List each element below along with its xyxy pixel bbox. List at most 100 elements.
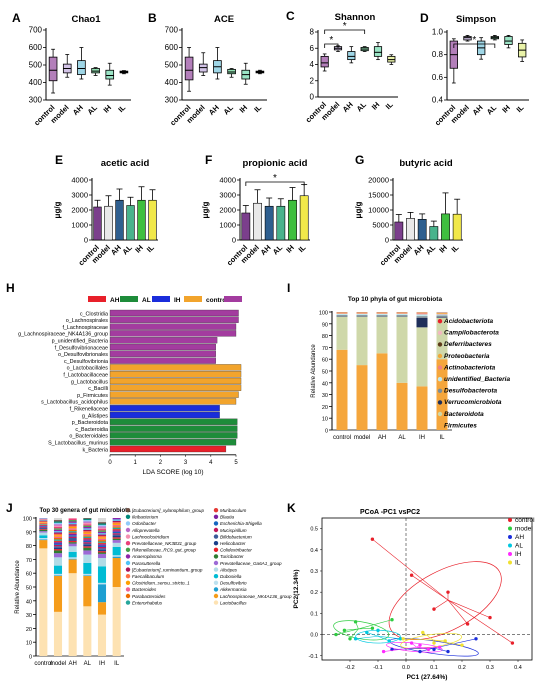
- x-tick-label: -0.1: [373, 665, 382, 671]
- lefse-label: g_Alistipes: [82, 413, 108, 419]
- panel-letter-K: K: [287, 501, 296, 515]
- x-category-label: AL: [222, 103, 236, 117]
- stack-segment: [83, 525, 92, 527]
- lefse-bar: [109, 323, 237, 330]
- stack-segment: [68, 529, 77, 532]
- x-category-label: IH: [99, 661, 105, 667]
- panel-letter-I: I: [287, 281, 290, 295]
- y-tick-label: 80: [26, 544, 32, 550]
- y-tick-label: 60: [322, 358, 328, 364]
- y-tick-label: 1000: [71, 221, 88, 230]
- bar-AL: [126, 205, 135, 241]
- lefse-bar: [109, 371, 242, 378]
- stack-segment: [336, 313, 348, 316]
- legend-marker: [125, 554, 131, 559]
- x-category-label: IH: [101, 103, 113, 115]
- stack-segment: [53, 557, 63, 566]
- box-IH: [105, 69, 115, 80]
- lefse-label: f_Lachnospiraceae: [62, 325, 108, 331]
- stack-segment: [97, 540, 107, 542]
- legend-marker: [125, 514, 131, 519]
- legend-label: Faecalibaculum: [132, 574, 164, 579]
- y-tick-label: 0: [385, 236, 389, 245]
- stack-segment: [68, 558, 77, 560]
- legend-marker-model: [508, 526, 512, 531]
- stack-segment: [112, 527, 121, 530]
- point-control: [432, 607, 436, 611]
- box-control: [320, 55, 329, 68]
- x-category-label: AL: [424, 243, 438, 257]
- spider-line-IL: [422, 632, 434, 641]
- y-tick-label: 400: [165, 78, 179, 87]
- spider-line-AH: [433, 647, 449, 652]
- x-tick-label: 5: [234, 460, 238, 466]
- y-tick-label: 0: [84, 236, 88, 245]
- spider-line-AL: [377, 635, 390, 642]
- bar-IL: [148, 199, 157, 241]
- legend-marker: [213, 514, 219, 519]
- point-model: [348, 637, 352, 641]
- legend-label: Anaeroplasma: [131, 554, 162, 559]
- x-category-label: IH: [370, 100, 382, 112]
- panel-title-I: Top 10 phyla of gut microbiota: [348, 296, 443, 303]
- y-tick-label: 2: [310, 76, 315, 85]
- point-IL: [460, 643, 464, 647]
- stack-segment: [39, 532, 48, 536]
- stack-segment: [336, 316, 348, 350]
- stack-segment: [83, 535, 92, 537]
- stack-segment-others: [97, 518, 107, 523]
- x-category-label: AH: [341, 100, 355, 114]
- y-tick-label: 0: [310, 93, 315, 102]
- point-AL: [353, 637, 358, 641]
- bar-AH: [115, 199, 124, 241]
- legend-label: Turicibacter: [220, 554, 244, 559]
- panel-letter-D: D: [420, 11, 429, 25]
- stack-segment: [39, 524, 48, 525]
- stack-segment: [396, 382, 408, 430]
- legend-label: IH: [515, 551, 522, 558]
- stack-segment: [416, 313, 428, 315]
- x-category-label: AL: [398, 435, 406, 441]
- legend-marker: [437, 342, 443, 347]
- stack-segment: [53, 546, 63, 548]
- stack-segment: [39, 531, 48, 533]
- lefse-bar: [109, 350, 216, 357]
- stack-segment: [68, 535, 77, 537]
- legend-label: IL: [515, 560, 521, 567]
- panel-title-K: PCoA -PC1 vsPC2: [360, 509, 420, 516]
- legend-marker: [213, 554, 219, 559]
- spider-line-AL: [355, 635, 379, 640]
- stack-segment: [68, 540, 77, 543]
- point-IH: [381, 649, 386, 654]
- legend-label: Blautia: [220, 515, 234, 520]
- lefse-bar: [109, 384, 242, 391]
- stack-segment: [83, 518, 92, 519]
- lefse-label: f_Desulfovibrionaceae: [55, 345, 108, 351]
- legend-label: Parasutterella: [132, 561, 161, 566]
- stack-segment: [97, 545, 107, 547]
- spider-line-IH: [383, 646, 417, 652]
- spider-line-model: [335, 628, 359, 635]
- stack-segment: [39, 526, 48, 527]
- y-tick-label: 70: [26, 558, 32, 564]
- legend-marker: [125, 521, 131, 526]
- y-tick-label: 0: [325, 429, 328, 435]
- spider-line-control: [447, 599, 491, 618]
- x-category-label: IL: [449, 243, 460, 254]
- y-tick-label: 3000: [219, 191, 236, 200]
- legend-swatch-extra: [224, 296, 242, 302]
- box-model: [463, 36, 472, 41]
- lefse-label: k_Bacteria: [83, 447, 108, 453]
- stack-segment: [112, 518, 121, 520]
- bar-IL: [452, 213, 462, 241]
- stack-segment: [53, 532, 63, 534]
- stack-segment: [68, 542, 77, 544]
- legend-marker: [213, 587, 219, 592]
- x-tick-label: 1: [134, 460, 138, 466]
- x-category-label: AH: [71, 103, 85, 117]
- spider-line-model: [349, 628, 359, 640]
- spider-line-IL: [433, 639, 463, 646]
- y-tick-label: 2000: [71, 206, 88, 215]
- stack-segment: [97, 526, 107, 528]
- stack-segment: [83, 543, 92, 545]
